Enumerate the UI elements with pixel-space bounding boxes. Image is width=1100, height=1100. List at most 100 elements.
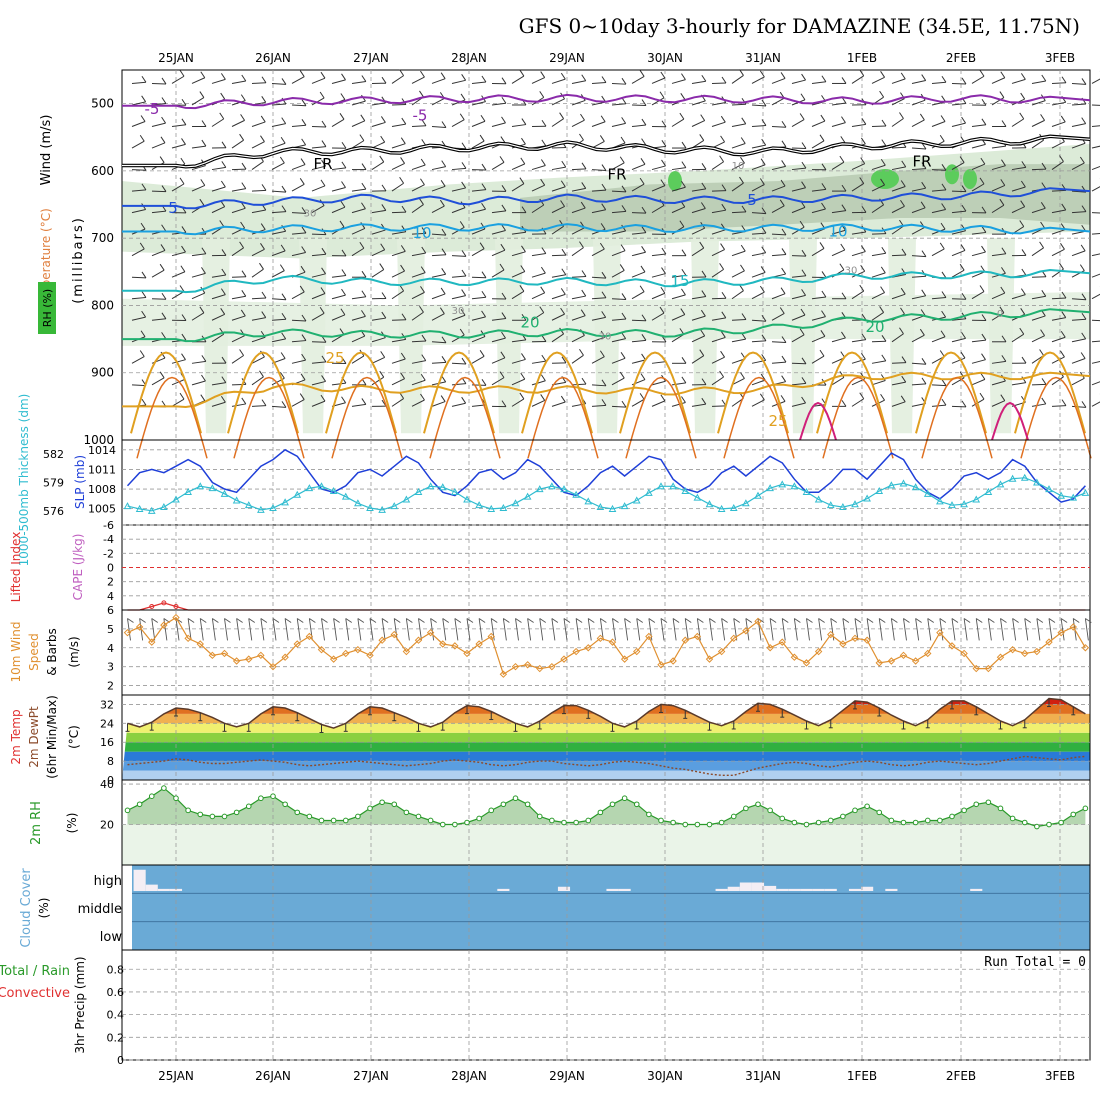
wind-barb <box>671 186 686 192</box>
wind-barb <box>411 399 425 407</box>
bottom-date-axis: 25JAN 26JAN 27JAN 28JAN 29JAN 30JAN 31JAN 1FEB 2… <box>158 1069 1075 1083</box>
wind-barb <box>191 165 206 171</box>
wind-barb <box>751 76 765 84</box>
wind-speed-marker <box>827 630 835 639</box>
wind-barb <box>400 352 406 360</box>
wind-barb <box>1020 92 1026 100</box>
wind-barb <box>501 77 507 84</box>
wind-barb <box>963 618 968 641</box>
wind-barb <box>141 291 147 298</box>
wind-barb <box>939 134 945 142</box>
rh-high-patch <box>871 168 899 189</box>
wind-barb <box>911 362 927 365</box>
wind-barb <box>251 82 267 84</box>
chart-title: GFS 0~10day 3-hourly for DAMAZINE (34.5E… <box>519 14 1080 38</box>
wind-barb <box>791 334 805 343</box>
wind-barb <box>321 140 327 147</box>
wind-speed-marker <box>620 655 629 663</box>
wind-barb <box>941 164 947 171</box>
wind-barb <box>711 121 726 127</box>
thickness-marker <box>220 489 229 497</box>
wind-speed-marker <box>972 664 980 673</box>
wind-barb <box>659 91 665 99</box>
wind-barb <box>821 202 826 210</box>
wind-barb <box>981 245 986 253</box>
wind-barb <box>339 328 345 335</box>
wind-barb <box>620 136 626 144</box>
thickness-marker <box>317 482 326 490</box>
wind-barb <box>640 265 646 273</box>
date-label: 26JAN <box>255 51 291 65</box>
wind-barb <box>491 357 506 364</box>
wind-barb <box>551 206 565 214</box>
wind-barb <box>891 333 904 343</box>
wind-barb <box>680 93 686 100</box>
wind-barb <box>1040 221 1045 229</box>
wind-barb <box>460 308 466 316</box>
wind-barb <box>511 75 525 84</box>
wind-barb <box>1020 180 1026 188</box>
wind-speed-marker <box>742 627 750 635</box>
thickness-marker <box>463 495 471 503</box>
wind-barb <box>841 292 847 300</box>
wind-barb <box>741 97 747 105</box>
wind-barb <box>611 122 626 127</box>
wind-barb <box>591 356 605 364</box>
wind-barb <box>759 70 765 78</box>
wind-barb <box>241 162 247 170</box>
wind-barb <box>531 184 545 192</box>
wind-barb <box>491 102 506 106</box>
wind-barb <box>181 333 187 341</box>
wind-barb <box>739 69 744 76</box>
wind-barb <box>866 618 871 641</box>
wind-barb <box>951 249 966 257</box>
wind-barb <box>319 306 325 314</box>
wind-barb <box>351 208 366 214</box>
wind-speed-marker <box>511 662 520 671</box>
wind-barb <box>921 358 927 365</box>
contour-label: 25 <box>768 412 787 430</box>
wind-barb <box>239 349 245 356</box>
rh-tick: 20 <box>100 819 114 832</box>
wind-barb <box>301 207 307 214</box>
rh-marker <box>1058 819 1064 826</box>
rh-marker <box>415 813 422 820</box>
wind-barb <box>911 383 927 386</box>
wind-barb <box>841 77 847 84</box>
wind-barb <box>371 229 386 235</box>
wind-barb <box>759 178 765 185</box>
wind-barb <box>1000 618 1007 623</box>
date-label: 29JAN <box>549 1069 585 1083</box>
wind-barb <box>601 183 607 191</box>
wind-barb <box>600 115 606 122</box>
rh-marker <box>161 785 167 791</box>
wind-barb <box>751 232 767 235</box>
wind-barb <box>691 296 706 300</box>
wind-barb <box>681 357 687 364</box>
wind-barb <box>187 618 195 623</box>
wind-barb <box>699 241 705 249</box>
wind-barb <box>321 267 327 275</box>
rh-marker <box>488 807 495 814</box>
wind-barb <box>631 183 645 192</box>
wind-barb <box>624 618 631 623</box>
isotherm-loop <box>1014 351 1086 434</box>
wind-barb <box>391 182 404 192</box>
wind-barb <box>519 69 525 77</box>
wind-barb <box>451 383 466 386</box>
wind-barb <box>211 186 226 192</box>
isotherm-loop <box>130 351 202 434</box>
wind-barb <box>400 264 405 272</box>
rh-high-patch <box>945 164 959 185</box>
rh-marker <box>1082 805 1089 812</box>
wind-barb <box>251 405 267 407</box>
wind-barb <box>771 400 786 407</box>
wind-barb <box>991 360 1006 364</box>
wind-barb <box>631 124 646 128</box>
wind-barb <box>201 227 207 235</box>
wind-barb <box>563 618 568 641</box>
wind-barb <box>951 357 966 364</box>
isotherm-line <box>122 268 1091 294</box>
wind-barb <box>479 350 485 357</box>
